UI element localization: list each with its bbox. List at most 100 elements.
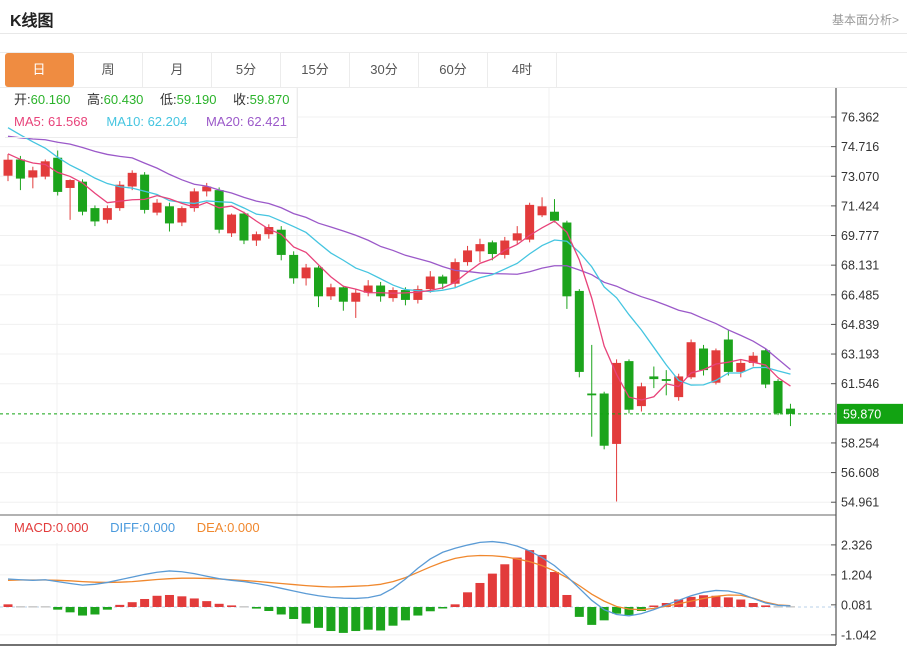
macd-bar-flat[interactable] (785, 606, 795, 608)
candle-body[interactable] (65, 180, 75, 188)
macd-bar[interactable] (649, 605, 659, 608)
macd-bar[interactable] (463, 592, 473, 607)
macd-bar[interactable] (748, 602, 758, 607)
macd-bar[interactable] (351, 607, 361, 632)
macd-bar[interactable] (711, 595, 721, 607)
tab-month[interactable]: 月 (143, 53, 212, 87)
candle-body[interactable] (612, 362, 622, 444)
candle-body[interactable] (699, 348, 709, 371)
macd-bar[interactable] (376, 607, 386, 631)
candle-body[interactable] (189, 191, 199, 209)
macd-bar[interactable] (512, 557, 522, 607)
candle-body[interactable] (115, 184, 125, 209)
macd-bar[interactable] (189, 598, 199, 607)
candle-body[interactable] (301, 267, 311, 279)
macd-bar[interactable] (152, 595, 162, 607)
macd-bar[interactable] (537, 554, 547, 607)
fundamental-analysis-link[interactable]: 基本面分析> (831, 13, 899, 27)
macd-bar[interactable] (127, 602, 137, 607)
candle-body[interactable] (525, 204, 535, 240)
macd-bar[interactable] (202, 601, 212, 607)
candle-body[interactable] (28, 170, 38, 178)
candle-body[interactable] (686, 342, 696, 378)
candle-body[interactable] (711, 350, 721, 383)
macd-bar[interactable] (314, 607, 323, 628)
candle-body[interactable] (785, 408, 795, 414)
macd-bar[interactable] (500, 564, 510, 607)
candle-body[interactable] (78, 181, 88, 212)
macd-bar-flat[interactable] (28, 606, 38, 608)
macd-bar[interactable] (363, 607, 373, 630)
macd-bar[interactable] (549, 572, 559, 607)
macd-bar[interactable] (624, 607, 634, 616)
candle-body[interactable] (537, 206, 547, 216)
macd-bar-flat[interactable] (773, 606, 783, 608)
macd-bar[interactable] (177, 596, 187, 607)
candle-body[interactable] (15, 159, 25, 179)
macd-bar[interactable] (525, 550, 535, 607)
macd-bar[interactable] (599, 607, 609, 621)
candle-body[interactable] (649, 376, 659, 380)
macd-bar[interactable] (425, 607, 435, 612)
candle-body[interactable] (3, 159, 13, 176)
macd-bar[interactable] (475, 582, 485, 607)
candle-body[interactable] (102, 208, 112, 220)
macd-bar[interactable] (102, 607, 112, 610)
tab-week[interactable]: 周 (74, 53, 143, 87)
macd-bar[interactable] (562, 594, 572, 607)
macd-bar[interactable] (487, 573, 497, 607)
macd-bar[interactable] (761, 605, 771, 607)
macd-bar[interactable] (276, 607, 286, 615)
candle-body[interactable] (326, 287, 336, 297)
macd-bar[interactable] (251, 607, 261, 609)
macd-bar[interactable] (140, 598, 150, 607)
candle-body[interactable] (376, 285, 386, 297)
candle-body[interactable] (500, 240, 510, 255)
candle-body[interactable] (512, 233, 522, 241)
macd-bar-flat[interactable] (15, 606, 25, 608)
macd-bar[interactable] (65, 607, 75, 613)
candle-body[interactable] (314, 267, 323, 297)
tab-30min[interactable]: 30分 (350, 53, 419, 87)
candle-body[interactable] (736, 362, 746, 372)
macd-bar[interactable] (338, 607, 348, 633)
macd-bar[interactable] (227, 605, 237, 607)
candle-body[interactable] (487, 242, 497, 255)
macd-bar[interactable] (723, 597, 733, 607)
tab-5min[interactable]: 5分 (212, 53, 281, 87)
candle-body[interactable] (475, 244, 485, 252)
macd-bar[interactable] (400, 607, 410, 621)
macd-bar[interactable] (264, 607, 274, 612)
candle-body[interactable] (40, 161, 50, 177)
macd-bar[interactable] (115, 604, 125, 607)
macd-bar[interactable] (388, 607, 398, 626)
candle-body[interactable] (773, 380, 783, 414)
macd-bar[interactable] (686, 596, 696, 607)
candle-body[interactable] (413, 289, 423, 300)
macd-bar[interactable] (214, 603, 224, 607)
candle-body[interactable] (624, 361, 634, 410)
macd-bar[interactable] (3, 604, 13, 607)
candle-body[interactable] (140, 174, 150, 210)
macd-bar[interactable] (699, 595, 709, 607)
candle-body[interactable] (723, 339, 733, 372)
macd-bar[interactable] (289, 607, 299, 620)
candle-body[interactable] (549, 211, 559, 221)
macd-bar[interactable] (301, 607, 311, 624)
macd-bar[interactable] (90, 607, 100, 615)
macd-bar[interactable] (636, 607, 646, 612)
candle-body[interactable] (388, 290, 398, 299)
candle-body[interactable] (276, 229, 286, 255)
candle-body[interactable] (90, 208, 100, 222)
candle-body[interactable] (363, 285, 373, 293)
macd-bar[interactable] (736, 599, 746, 607)
macd-bar-flat[interactable] (40, 606, 50, 608)
macd-bar[interactable] (78, 607, 88, 616)
tab-4hour[interactable]: 4时 (488, 53, 557, 87)
candle-body[interactable] (127, 172, 137, 187)
candle-body[interactable] (562, 222, 572, 297)
macd-bar[interactable] (438, 607, 448, 609)
candle-body[interactable] (164, 206, 174, 224)
macd-bar[interactable] (612, 607, 622, 614)
tab-day[interactable]: 日 (5, 53, 74, 87)
